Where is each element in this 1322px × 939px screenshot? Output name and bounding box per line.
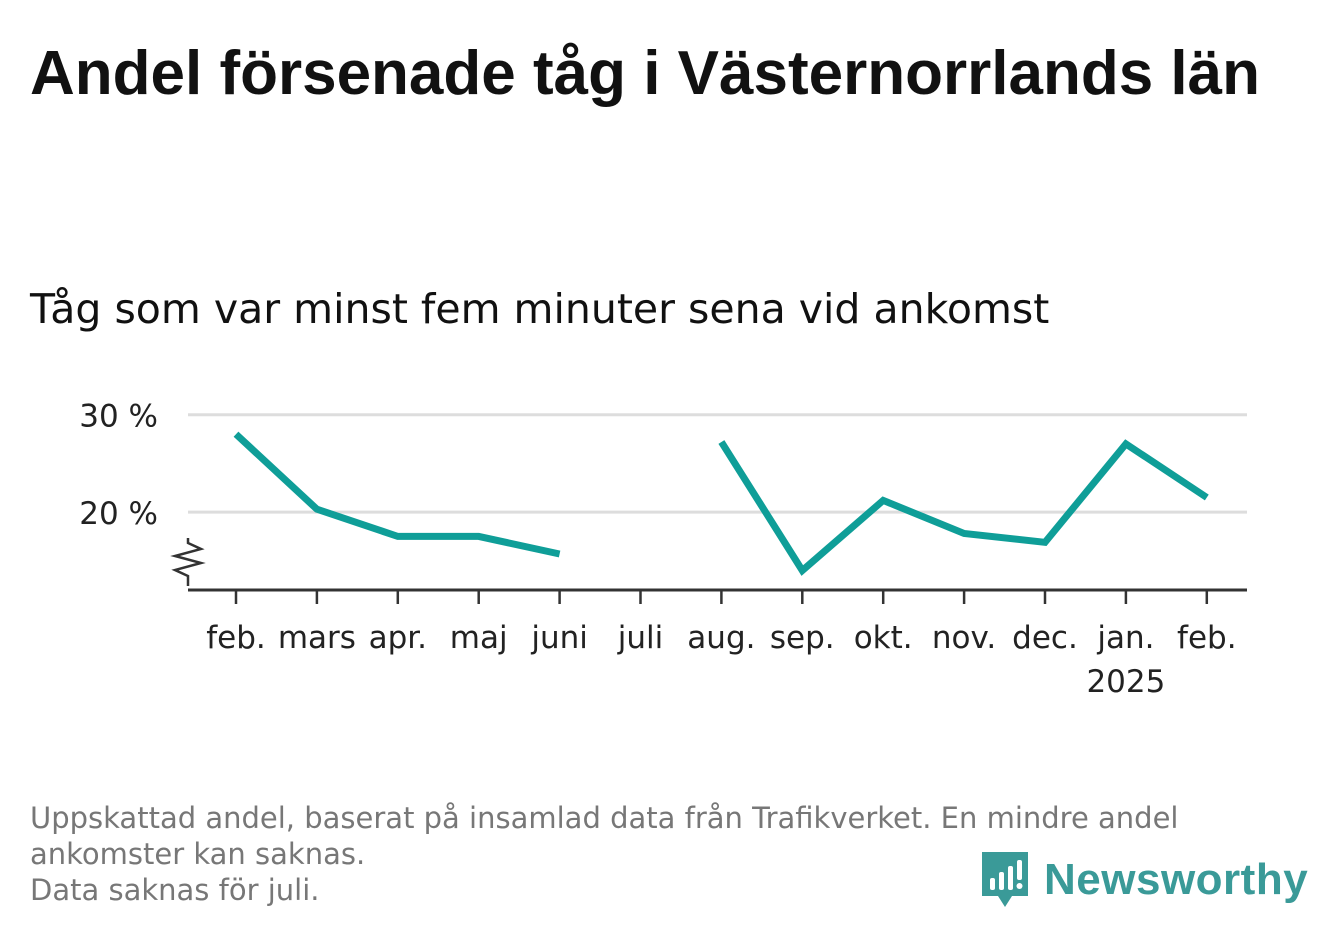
- x-tick-label: dec.: [1012, 620, 1078, 656]
- grid-lines: [188, 413, 1247, 514]
- data-point: [313, 506, 320, 513]
- x-axis-labels: feb. mars apr. maj juni juli aug. sep. okt. nov. d…: [206, 620, 1236, 700]
- newsworthy-logo-text: Newsworthy: [1044, 855, 1309, 904]
- x-tick-label: feb.: [1177, 620, 1237, 656]
- x-tick-label: jan.: [1096, 620, 1154, 656]
- series-line-segment: [233, 431, 561, 558]
- y-tick-label: 30 %: [79, 399, 158, 435]
- chart-subtitle: Tåg som var minst fem minuter sena vid a…: [30, 285, 1050, 333]
- footnote-line-2: Data saknas för juli.: [30, 873, 320, 907]
- footnote-line-1: Uppskattad andel, baserat på insamlad da…: [30, 801, 1179, 871]
- data-point: [718, 439, 725, 446]
- data-point: [799, 567, 806, 574]
- x-tick-label: nov.: [932, 620, 996, 656]
- series-line-segment: [718, 439, 1209, 576]
- x-tick-label: feb.: [206, 620, 266, 656]
- data-point: [475, 533, 482, 540]
- footnote: Uppskattad andel, baserat på insamlad da…: [30, 800, 1280, 908]
- x-axis: [170, 538, 1247, 604]
- x-tick-label: maj: [450, 620, 508, 656]
- data-point: [961, 530, 968, 537]
- data-point: [1122, 440, 1129, 447]
- data-point: [556, 550, 563, 557]
- x-tick-label: okt.: [854, 620, 913, 656]
- axis-break-icon: [170, 538, 206, 586]
- y-axis-ticks: 20 % 30 %: [79, 399, 158, 532]
- data-point: [233, 431, 240, 438]
- data-point: [1203, 494, 1210, 501]
- x-tick-label: juni: [530, 620, 588, 656]
- newsworthy-logo-icon: [982, 852, 1028, 907]
- data-point: [394, 533, 401, 540]
- x-tick-label: aug.: [687, 620, 755, 656]
- x-tick-label: sep.: [770, 620, 835, 656]
- chart-title: Andel försenade tåg i Västernorrlands lä…: [30, 39, 1260, 108]
- x-tick-label: apr.: [369, 620, 427, 656]
- line-chart: 20 % 30 % feb. mars apr. maj juni juli aug. sep.…: [79, 399, 1247, 700]
- series-delayed-share: [233, 431, 1210, 576]
- x-tick-label: juli: [617, 620, 664, 656]
- x-tick-sublabel: 2025: [1086, 664, 1165, 700]
- data-point: [1042, 539, 1049, 546]
- data-point: [880, 497, 887, 504]
- y-tick-label: 20 %: [79, 496, 158, 532]
- x-tick-label: mars: [278, 620, 356, 656]
- newsworthy-logo: Newsworthy: [980, 850, 1308, 910]
